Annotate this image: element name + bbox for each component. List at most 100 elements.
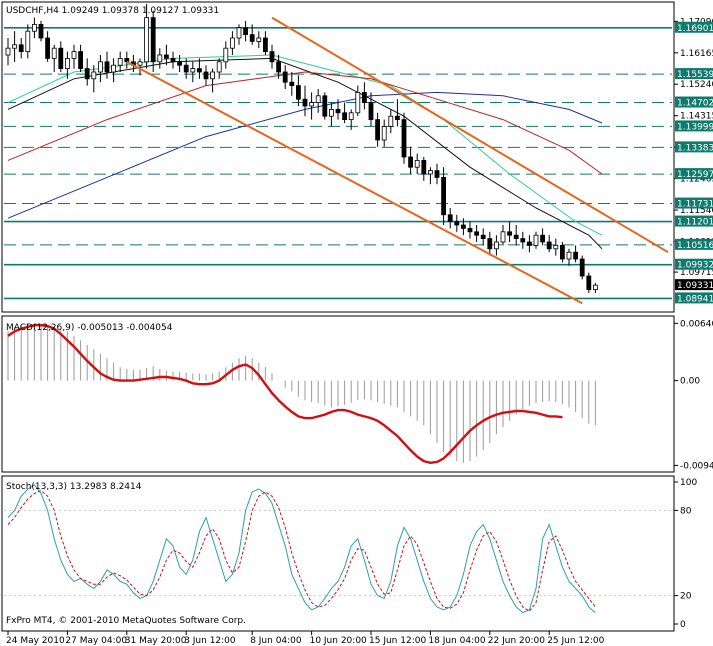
price-y-tick-label: 1.15240 bbox=[680, 80, 713, 90]
moving-average-line bbox=[7, 71, 603, 175]
level-tag bbox=[675, 238, 713, 250]
candle-body bbox=[124, 58, 130, 63]
level-tag-label: 1.10516 bbox=[677, 241, 713, 251]
candle-body bbox=[51, 47, 57, 59]
level-tag bbox=[675, 96, 713, 108]
price-panel-frame bbox=[1, 1, 675, 313]
current-price-tag bbox=[675, 279, 713, 291]
candle-body bbox=[117, 58, 123, 66]
candle-body bbox=[104, 61, 110, 73]
candle-body bbox=[65, 58, 70, 70]
candle-body bbox=[447, 214, 453, 223]
price-y-tick-label: 1.12465 bbox=[680, 175, 713, 185]
candle-body bbox=[71, 51, 77, 59]
time-tick-label: 24 May 2010 bbox=[6, 636, 65, 646]
candle-body bbox=[421, 159, 427, 175]
candle-body bbox=[460, 224, 466, 229]
price-y-tick-label: 1.16165 bbox=[680, 49, 713, 59]
macd-y-tick-label: -0.009487 bbox=[680, 461, 713, 471]
moving-average-line bbox=[7, 54, 603, 236]
candle-body bbox=[38, 23, 44, 39]
candle-body bbox=[150, 17, 156, 63]
time-tick-label: 25 Jun 12:00 bbox=[547, 636, 604, 646]
candle-body bbox=[401, 119, 407, 158]
candle-body bbox=[328, 109, 334, 117]
candle-body bbox=[78, 51, 83, 69]
candle-body bbox=[18, 44, 24, 52]
candle-body bbox=[282, 71, 288, 83]
stoch-series-line bbox=[7, 489, 596, 612]
candle-body bbox=[566, 251, 572, 260]
candle-body bbox=[276, 61, 282, 73]
level-tag bbox=[675, 215, 713, 227]
candle-body bbox=[295, 85, 301, 100]
candle-body bbox=[500, 231, 506, 243]
candle-body bbox=[262, 37, 268, 53]
candle-body bbox=[348, 112, 354, 121]
candle-body bbox=[32, 23, 37, 32]
macd-y-tick-label: 0.00 bbox=[680, 377, 700, 387]
candle-body bbox=[586, 275, 592, 291]
level-tag-label: 1.14702 bbox=[677, 99, 713, 109]
level-tag bbox=[675, 68, 713, 80]
copyright-text: FxPro MT4, © 2001-2010 MetaQuotes Softwa… bbox=[6, 616, 246, 626]
level-tag-label: 1.15539 bbox=[677, 70, 713, 80]
candle-body bbox=[137, 61, 143, 66]
candle-body bbox=[361, 92, 367, 104]
candle-body bbox=[236, 27, 242, 39]
stoch-series-line bbox=[7, 484, 596, 614]
trend-channel-line bbox=[126, 60, 583, 305]
candle-body bbox=[163, 54, 169, 59]
candle-body bbox=[58, 47, 64, 70]
candle-body bbox=[355, 92, 361, 114]
level-tag-label: 1.08941 bbox=[677, 294, 713, 304]
candle-body bbox=[408, 156, 414, 168]
candle-body bbox=[441, 176, 447, 216]
candle-body bbox=[256, 37, 262, 42]
candle-body bbox=[493, 241, 499, 250]
macd-panel-title: MACD(12,26,9) -0.005013 -0.004054 bbox=[6, 323, 173, 333]
candle-body bbox=[454, 221, 460, 226]
candle-body bbox=[203, 71, 209, 80]
candle-body bbox=[540, 234, 545, 243]
candle-body bbox=[414, 159, 420, 168]
candle-body bbox=[223, 47, 229, 63]
time-tick-label: 18 Jun 04:00 bbox=[428, 636, 485, 646]
candle-body bbox=[434, 170, 440, 178]
stoch-y-tick-label: 20 bbox=[680, 592, 692, 602]
macd-panel-frame bbox=[1, 315, 675, 473]
price-y-tick-label: 1.11540 bbox=[680, 206, 713, 216]
time-tick-label: 8 Jun 04:00 bbox=[250, 636, 302, 646]
stoch-y-tick-label: 80 bbox=[680, 506, 692, 516]
candle-body bbox=[480, 234, 486, 239]
price-panel-title: USDCHF,H4 1.09249 1.09378 1.09127 1.0933… bbox=[6, 6, 219, 16]
candle-body bbox=[593, 284, 598, 290]
candle-body bbox=[560, 244, 565, 260]
candle-body bbox=[25, 30, 31, 53]
candle-body bbox=[183, 64, 189, 73]
level-tag bbox=[675, 197, 713, 209]
candle-body bbox=[507, 231, 513, 236]
candle-body bbox=[527, 241, 532, 246]
candle-body bbox=[315, 95, 321, 104]
candle-body bbox=[210, 71, 216, 80]
candle-body bbox=[375, 119, 381, 141]
candle-body bbox=[335, 109, 341, 114]
candle-body bbox=[45, 37, 50, 59]
level-tag-label: 1.12597 bbox=[677, 170, 713, 180]
time-tick-label: 27 May 04:00 bbox=[65, 636, 127, 646]
candle-body bbox=[579, 258, 585, 277]
candle-body bbox=[388, 115, 394, 127]
level-tag bbox=[675, 21, 713, 33]
candle-body bbox=[487, 238, 493, 250]
candle-body bbox=[520, 238, 526, 243]
candle-body bbox=[12, 44, 18, 49]
stoch-panel: 100 80 20 0 bbox=[4, 478, 697, 630]
candle-body bbox=[573, 251, 578, 260]
candle-body bbox=[309, 102, 315, 107]
level-tag-label: 1.11201 bbox=[677, 218, 713, 228]
candle-body bbox=[368, 102, 374, 120]
candle-body bbox=[157, 54, 163, 63]
candle-body bbox=[394, 115, 400, 120]
